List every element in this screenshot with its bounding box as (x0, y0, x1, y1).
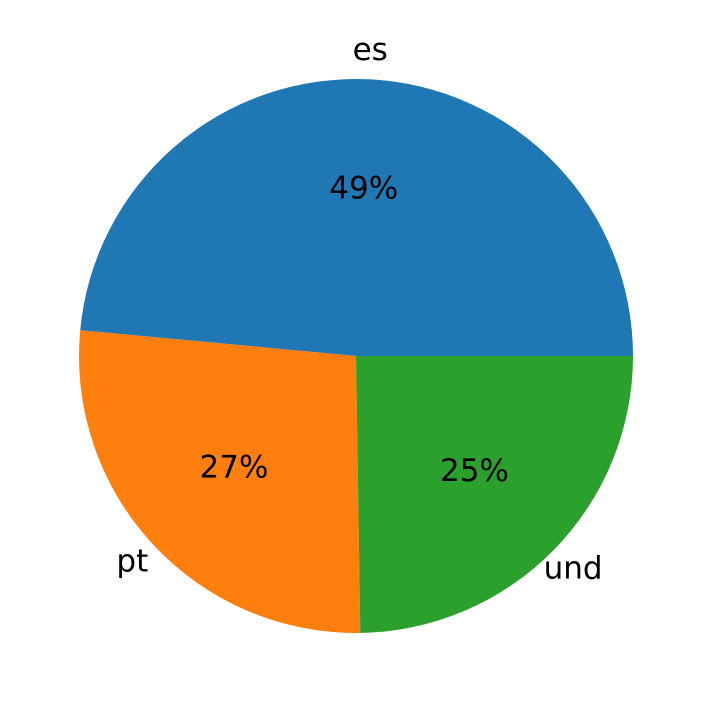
slice-label: und (544, 550, 603, 586)
slice-label: pt (116, 543, 148, 579)
pie-slice (356, 356, 633, 633)
pie-slice (78, 330, 361, 633)
value-label: 27% (200, 449, 269, 485)
pie-slice (80, 79, 633, 356)
value-label: 49% (329, 170, 398, 206)
value-label: 25% (440, 453, 509, 489)
slice-label: es (353, 32, 388, 68)
